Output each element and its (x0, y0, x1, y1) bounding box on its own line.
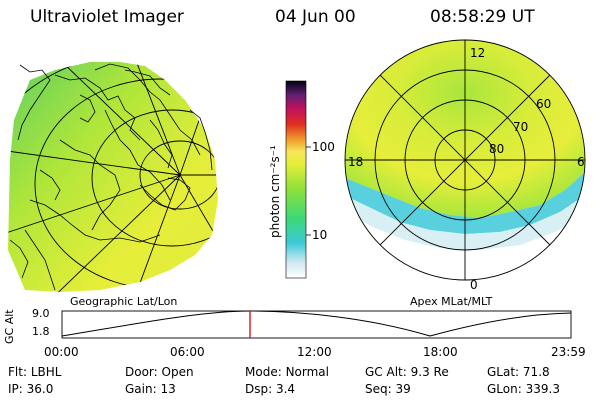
footer-glat: GLat: 71.8 (487, 365, 550, 379)
altitude-xtick-2359: 23:59 (551, 345, 586, 359)
right-panel-caption: Apex MLat/MLT (410, 295, 493, 308)
mlat-label-70: 70 (513, 120, 529, 134)
gc-alt-value: 9.3 Re (410, 365, 449, 379)
polar-grid (344, 39, 586, 281)
footer-mode: Mode: Normal (245, 365, 329, 379)
altitude-ylabel: GC Alt (3, 309, 16, 344)
gain-label: Gain: (125, 382, 157, 396)
filter-value: LBHL (30, 365, 62, 379)
footer-door: Door: Open (125, 365, 194, 379)
aurora-intensity-left (8, 62, 218, 292)
mode-label: Mode: (245, 365, 282, 379)
mlt-label-18: 18 (348, 155, 364, 169)
altitude-ytick-high: 9.0 (32, 307, 50, 320)
altitude-ytick-low: 1.8 (32, 325, 50, 338)
dsp-value: 3.4 (275, 382, 296, 396)
filter-label: Flt: (8, 365, 27, 379)
door-value: Open (161, 365, 194, 379)
magnetic-polar-plot (344, 39, 586, 281)
colorbar-gradient (285, 80, 307, 279)
footer-seq: Seq: 39 (365, 382, 411, 396)
seq-label: Seq: (365, 382, 392, 396)
ip-label: IP: (8, 382, 23, 396)
left-panel-caption: Geographic Lat/Lon (70, 295, 178, 308)
footer-ip: IP: 36.0 (8, 382, 53, 396)
colorbar-unit-label: photon cm⁻²s⁻¹ (268, 145, 282, 238)
coastlines (9, 63, 213, 291)
glon-value: 339.3 (525, 382, 560, 396)
date-label: 04 Jun 00 (275, 7, 356, 27)
instrument-title: Ultraviolet Imager (30, 7, 184, 27)
seq-value: 39 (395, 382, 411, 396)
glat-label: GLat: (487, 365, 520, 379)
altitude-curve (61, 310, 572, 337)
altitude-xtick-0600: 06:00 (170, 345, 205, 359)
mlat-label-60: 60 (536, 97, 552, 111)
time-label: 08:58:29 UT (430, 7, 535, 27)
mode-value: Normal (285, 365, 329, 379)
colorbar-label-100: 100 (312, 140, 335, 154)
colorbar (285, 80, 311, 279)
footer-dsp: Dsp: 3.4 (245, 382, 295, 396)
altitude-plot (61, 310, 572, 339)
gain-value: 13 (160, 382, 176, 396)
footer-gain: Gain: 13 (125, 382, 176, 396)
glat-value: 71.8 (522, 365, 550, 379)
altitude-xtick-1200: 12:00 (297, 345, 332, 359)
footer-gc-alt: GC Alt: 9.3 Re (365, 365, 449, 379)
footer-filter: Flt: LBHL (8, 365, 61, 379)
glon-label: GLon: (487, 382, 522, 396)
footer-glon: GLon: 339.3 (487, 382, 560, 396)
mlt-label-6: 6 (577, 155, 585, 169)
ip-value: 36.0 (26, 382, 54, 396)
altitude-xtick-1800: 18:00 (423, 345, 458, 359)
gc-alt-label: GC Alt: (365, 365, 407, 379)
door-label: Door: (125, 365, 158, 379)
mlt-label-12: 12 (470, 46, 486, 60)
altitude-plot-frame (61, 310, 572, 339)
dsp-label: Dsp: (245, 382, 273, 396)
altitude-xtick-0000: 00:00 (44, 345, 79, 359)
mlt-label-0: 0 (470, 278, 478, 292)
mlat-label-80: 80 (489, 142, 505, 156)
colorbar-label-10: 10 (312, 228, 328, 242)
